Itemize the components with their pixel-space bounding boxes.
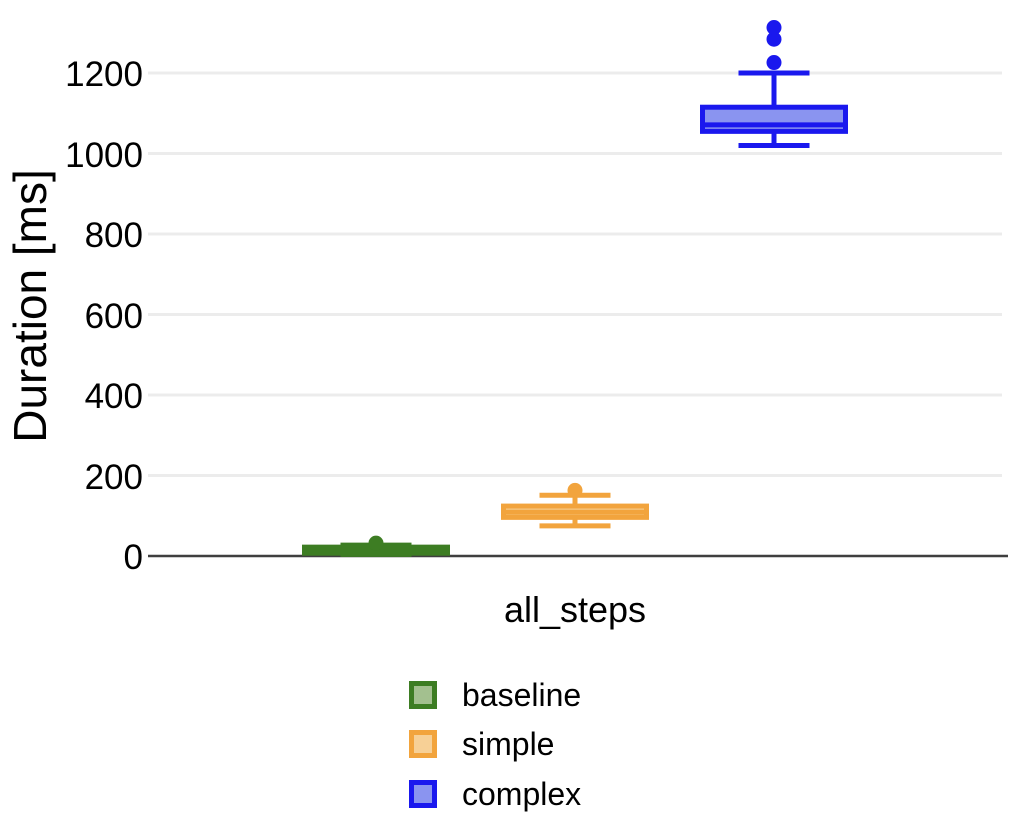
complex-outlier-1 (766, 31, 782, 47)
legend-item-baseline: baseline (409, 678, 581, 712)
y-tick-label-1000: 1000 (65, 135, 143, 175)
y-tick-label-800: 800 (84, 216, 143, 255)
legend-swatch-complex (409, 780, 437, 808)
legend-item-simple: simple (409, 727, 554, 761)
legend-label-simple: simple (462, 726, 555, 762)
complex-box (700, 104, 848, 134)
complex-outlier-2 (766, 20, 782, 36)
legend-item-complex: complex (409, 777, 581, 811)
y-tick-label-1200: 1200 (65, 55, 143, 94)
legend-label-baseline: baseline (462, 677, 582, 713)
legend-swatch-baseline (409, 681, 437, 709)
y-tick-label-200: 200 (84, 457, 143, 497)
simple-outlier-0 (567, 482, 583, 498)
y-tick-label-0: 0 (123, 538, 143, 577)
y-tick-label-600: 600 (84, 296, 143, 336)
y-tick-label-400: 400 (84, 377, 143, 416)
complex-outlier-0 (766, 55, 782, 71)
legend-label-complex: complex (462, 776, 582, 812)
baseline-outlier-0 (368, 535, 384, 551)
x-axis-category-label: all_steps (503, 589, 647, 630)
legend-swatch-simple (409, 730, 437, 758)
